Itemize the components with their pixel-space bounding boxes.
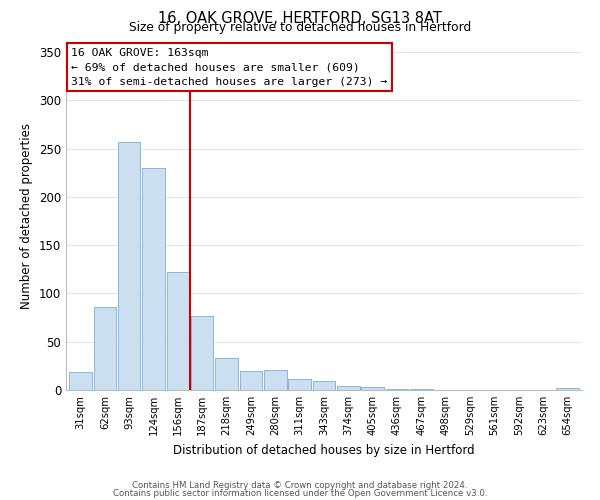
Bar [191, 316, 214, 390]
Bar [70, 372, 92, 390]
Bar [289, 380, 311, 390]
Bar [264, 370, 287, 390]
Text: Size of property relative to detached houses in Hertford: Size of property relative to detached ho… [129, 22, 471, 35]
Bar [386, 389, 408, 390]
Bar [94, 307, 116, 390]
Text: 16, OAK GROVE, HERTFORD, SG13 8AT: 16, OAK GROVE, HERTFORD, SG13 8AT [158, 11, 442, 26]
Text: Contains public sector information licensed under the Open Government Licence v3: Contains public sector information licen… [113, 488, 487, 498]
Bar [361, 387, 384, 390]
Text: 16 OAK GROVE: 163sqm
← 69% of detached houses are smaller (609)
31% of semi-deta: 16 OAK GROVE: 163sqm ← 69% of detached h… [71, 48, 388, 86]
Bar [410, 389, 433, 390]
Bar [313, 382, 335, 390]
Bar [118, 142, 140, 390]
Bar [167, 272, 189, 390]
Text: Contains HM Land Registry data © Crown copyright and database right 2024.: Contains HM Land Registry data © Crown c… [132, 481, 468, 490]
Bar [142, 168, 165, 390]
Bar [337, 386, 359, 390]
Bar [215, 358, 238, 390]
X-axis label: Distribution of detached houses by size in Hertford: Distribution of detached houses by size … [173, 444, 475, 456]
Y-axis label: Number of detached properties: Number of detached properties [20, 123, 34, 309]
Bar [240, 370, 262, 390]
Bar [556, 388, 578, 390]
